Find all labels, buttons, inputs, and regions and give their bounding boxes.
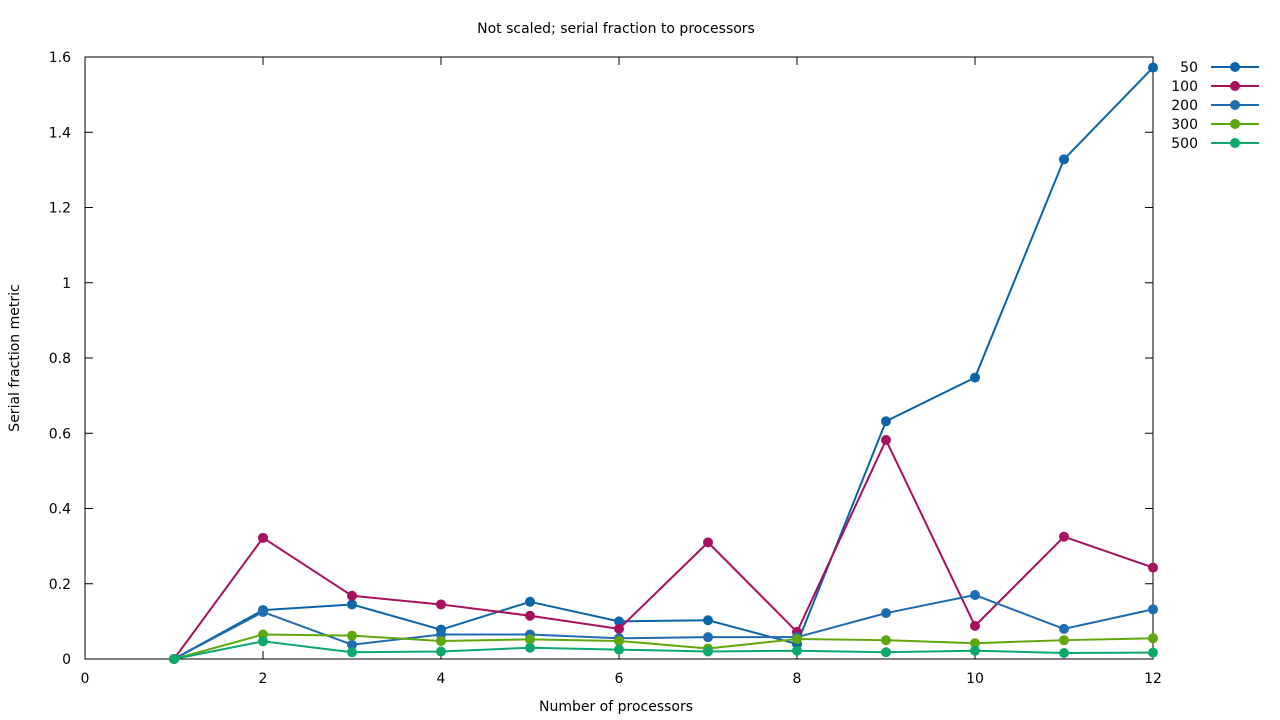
- legend-marker: [1230, 138, 1240, 148]
- series-line: [173, 633, 1154, 660]
- x-tick-label: 12: [1144, 671, 1162, 687]
- y-tick-label: 0.2: [49, 577, 71, 593]
- data-point: [258, 606, 268, 617]
- y-tick-label: 0.4: [49, 502, 71, 518]
- data-point: [792, 645, 802, 656]
- legend-label: 50: [1180, 60, 1198, 76]
- data-point: [169, 654, 179, 664]
- y-axis-label: Serial fraction metric: [7, 284, 23, 431]
- data-point: [347, 639, 357, 650]
- data-point: [970, 645, 980, 656]
- legend-label: 200: [1171, 98, 1198, 114]
- y-tick-label: 1.2: [49, 201, 71, 217]
- series-line: [173, 439, 1154, 660]
- data-point: [525, 610, 535, 621]
- data-point: [792, 634, 802, 645]
- data-point: [1059, 635, 1069, 646]
- x-tick-label: 0: [81, 671, 90, 687]
- axis-ticks: 0 2 4 6 8 10 12 0 0.2 0.4 0.6 0.8 1 1.2 1.4 1.6: [49, 50, 1162, 687]
- legend-label: 500: [1171, 136, 1198, 152]
- data-point: [525, 634, 535, 645]
- y-tick-label: 1.4: [49, 125, 71, 141]
- data-point: [970, 620, 980, 631]
- data-point: [970, 372, 980, 383]
- data-point: [881, 435, 891, 446]
- data-point: [703, 615, 713, 626]
- y-tick-label: 1.6: [49, 50, 71, 66]
- data-point: [1148, 647, 1158, 658]
- legend: 50 100 200 300 500: [1171, 60, 1259, 152]
- legend-marker: [1230, 81, 1240, 91]
- data-point: [881, 635, 891, 646]
- legend-marker: [1230, 119, 1240, 129]
- legend-marker: [1230, 62, 1240, 72]
- data-point: [1148, 62, 1158, 73]
- x-tick-label: 8: [793, 671, 802, 687]
- series-100: [169, 435, 1158, 664]
- data-point: [703, 646, 713, 657]
- data-point: [1148, 633, 1158, 644]
- data-point: [436, 635, 446, 646]
- series-500: [169, 636, 1158, 664]
- data-point: [970, 590, 980, 601]
- data-point: [347, 647, 357, 658]
- data-point: [1059, 623, 1069, 634]
- series-200: [169, 590, 1158, 664]
- data-point: [1059, 647, 1069, 658]
- y-tick-label: 0.6: [49, 426, 71, 442]
- legend-label: 300: [1171, 117, 1198, 133]
- data-point: [1148, 562, 1158, 573]
- data-point: [703, 537, 713, 548]
- data-point: [436, 599, 446, 610]
- data-point: [347, 590, 357, 601]
- x-tick-label: 4: [437, 671, 446, 687]
- y-tick-label: 0: [62, 652, 71, 668]
- series-line: [173, 66, 1154, 660]
- data-point: [525, 642, 535, 653]
- data-point: [347, 599, 357, 610]
- chart-title: Not scaled; serial fraction to processor…: [477, 21, 755, 37]
- data-point: [614, 635, 624, 646]
- y-tick-label: 1: [62, 276, 71, 292]
- series-line: [173, 640, 1154, 660]
- plot-frame: [84, 56, 1154, 660]
- x-tick-label: 10: [966, 671, 984, 687]
- data-point: [970, 638, 980, 649]
- data-point: [525, 596, 535, 607]
- legend-marker: [1230, 100, 1240, 110]
- data-point: [614, 644, 624, 655]
- data-point: [258, 636, 268, 647]
- data-point: [1059, 154, 1069, 165]
- data-point: [703, 632, 713, 643]
- legend-label: 100: [1171, 79, 1198, 95]
- series-line: [173, 594, 1154, 660]
- series-300: [169, 629, 1158, 664]
- data-point: [347, 630, 357, 641]
- data-point: [614, 616, 624, 627]
- x-tick-label: 6: [615, 671, 624, 687]
- data-point: [881, 416, 891, 427]
- data-point: [881, 608, 891, 619]
- data-point: [1059, 531, 1069, 542]
- data-point: [881, 647, 891, 658]
- data-point: [436, 646, 446, 657]
- data-point: [1148, 604, 1158, 615]
- y-tick-label: 0.8: [49, 351, 71, 367]
- series-group: [169, 62, 1158, 664]
- data-point: [614, 623, 624, 634]
- x-axis-label: Number of processors: [539, 699, 693, 715]
- data-point: [258, 532, 268, 543]
- x-tick-label: 2: [259, 671, 268, 687]
